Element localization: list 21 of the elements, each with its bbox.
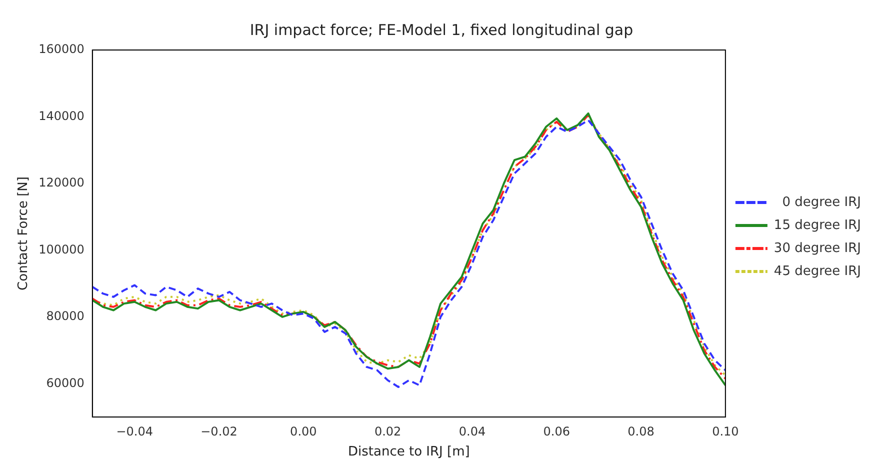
y-axis-title: Contact Force [N] [16, 176, 32, 290]
x-tick-label: 0.04 [458, 424, 486, 438]
x-tick-label: 0.08 [628, 424, 654, 438]
x-tick-label: 0.06 [543, 424, 570, 438]
y-tick-label: 80000 [46, 309, 84, 324]
y-tick-label: 60000 [46, 376, 84, 390]
y-tick-label: 140000 [38, 108, 84, 123]
legend-label: 15 degree IRJ [774, 218, 862, 233]
x-axis-title: Distance to IRJ [m] [348, 444, 470, 460]
x-tick-label: −0.02 [200, 424, 238, 438]
y-tick-label: 100000 [38, 242, 84, 256]
y-tick-label: 160000 [38, 42, 84, 56]
chart-title: IRJ impact force; FE-Model 1, fixed longitudinal gap [250, 20, 634, 39]
x-tick-label: 0.02 [374, 424, 402, 438]
legend-label: 30 degree IRJ [774, 240, 862, 256]
legend-label: 0 degree IRJ [774, 194, 861, 210]
legend-label: 45 degree IRJ [774, 264, 862, 279]
x-tick-label: 0.00 [290, 424, 317, 438]
y-tick-label: 120000 [38, 176, 84, 190]
x-tick-label: 0.10 [712, 424, 739, 438]
x-tick-label: −0.04 [116, 424, 153, 438]
